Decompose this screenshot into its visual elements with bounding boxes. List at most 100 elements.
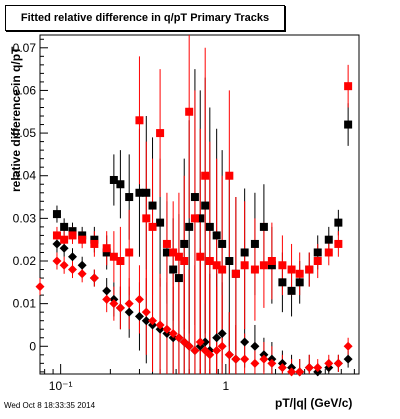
square-marker (212, 261, 221, 270)
diamond-marker (102, 294, 112, 304)
square-marker (60, 235, 69, 244)
chart-title: Fitted relative difference in q/pT Prima… (5, 5, 285, 31)
square-marker (135, 188, 144, 197)
square-marker (156, 218, 165, 227)
diamond-marker (267, 358, 277, 368)
diamond-marker (89, 273, 99, 283)
y-tick-label: 0.06 (13, 83, 37, 97)
diamond-marker (240, 337, 250, 347)
y-tick-label: 0 (29, 339, 36, 353)
square-marker (231, 269, 240, 278)
square-marker (278, 278, 287, 287)
diamond-marker (324, 358, 334, 368)
square-marker (267, 261, 276, 270)
diamond-marker (115, 303, 125, 313)
diamond-marker (343, 354, 353, 364)
square-marker (259, 261, 268, 270)
diamond-marker (217, 328, 227, 338)
diamond-marker (77, 269, 87, 279)
square-marker (267, 257, 276, 265)
y-tick-label: 0.03 (13, 211, 37, 225)
square-marker (52, 231, 61, 240)
y-tick-label: 0.02 (13, 254, 37, 268)
y-tick-label: 0.04 (13, 169, 37, 183)
square-marker (116, 257, 125, 265)
diamond-marker (212, 346, 222, 356)
square-marker (60, 222, 69, 231)
diamond-marker (250, 341, 260, 351)
square-marker (78, 235, 87, 244)
square-marker (125, 248, 134, 257)
square-marker (156, 129, 165, 138)
square-marker (225, 257, 234, 265)
square-marker (174, 252, 183, 261)
diamond-marker (68, 265, 78, 275)
square-marker (205, 222, 214, 231)
square-marker (344, 120, 353, 129)
diamond-marker (141, 316, 151, 326)
diamond-marker (313, 363, 323, 373)
diamond-marker (295, 367, 305, 377)
diamond-marker (134, 311, 144, 321)
data-points (35, 82, 353, 377)
square-marker (305, 265, 314, 274)
x-tick-label: 1 (222, 379, 229, 393)
square-marker (148, 201, 157, 210)
square-marker (90, 239, 99, 248)
diamond-marker (231, 354, 241, 364)
diamond-marker (217, 341, 227, 351)
square-marker (90, 235, 99, 244)
square-marker (259, 222, 268, 231)
square-marker (109, 175, 118, 184)
diamond-marker (212, 333, 222, 343)
diamond-marker (190, 346, 200, 356)
square-marker (344, 82, 353, 91)
square-marker (169, 248, 178, 257)
square-marker (295, 269, 304, 278)
diamond-marker (200, 337, 210, 347)
square-marker (196, 252, 205, 261)
square-marker (240, 261, 249, 270)
diamond-marker (179, 337, 189, 347)
timestamp: Wed Oct 8 18:33:35 2014 (4, 401, 96, 410)
square-marker (125, 193, 134, 202)
diamond-marker (333, 358, 343, 368)
square-marker (135, 116, 144, 125)
diamond-marker (287, 367, 297, 377)
square-marker (162, 239, 171, 248)
diamond-marker (224, 350, 234, 360)
square-marker (278, 261, 287, 270)
diamond-marker (59, 243, 69, 253)
square-marker (250, 239, 259, 248)
square-marker (68, 231, 77, 240)
diamond-marker (205, 350, 215, 360)
square-marker (116, 180, 125, 189)
diamond-marker (109, 299, 119, 309)
diamond-marker (250, 358, 260, 368)
diamond-marker (148, 316, 158, 326)
diamond-marker (184, 341, 194, 351)
square-marker (180, 257, 189, 265)
square-marker (287, 286, 296, 295)
square-marker (212, 231, 221, 240)
square-marker (174, 274, 183, 283)
diamond-marker (195, 337, 205, 347)
square-marker (201, 171, 210, 180)
square-marker (334, 218, 343, 227)
square-marker (313, 257, 322, 265)
square-marker (196, 214, 205, 223)
square-marker (190, 193, 199, 202)
plot-frame (39, 34, 360, 375)
square-marker (185, 222, 194, 231)
diamond-marker (304, 363, 314, 373)
square-marker (225, 171, 234, 180)
diamond-marker (155, 320, 165, 330)
square-marker (295, 278, 304, 287)
square-marker (218, 265, 227, 274)
square-marker (102, 244, 111, 253)
square-marker (142, 214, 151, 223)
x-axis-label: pT/|q| (GeV/c) (275, 396, 353, 410)
diamond-marker (77, 260, 87, 270)
square-marker (148, 222, 157, 231)
diamond-marker (141, 307, 151, 317)
